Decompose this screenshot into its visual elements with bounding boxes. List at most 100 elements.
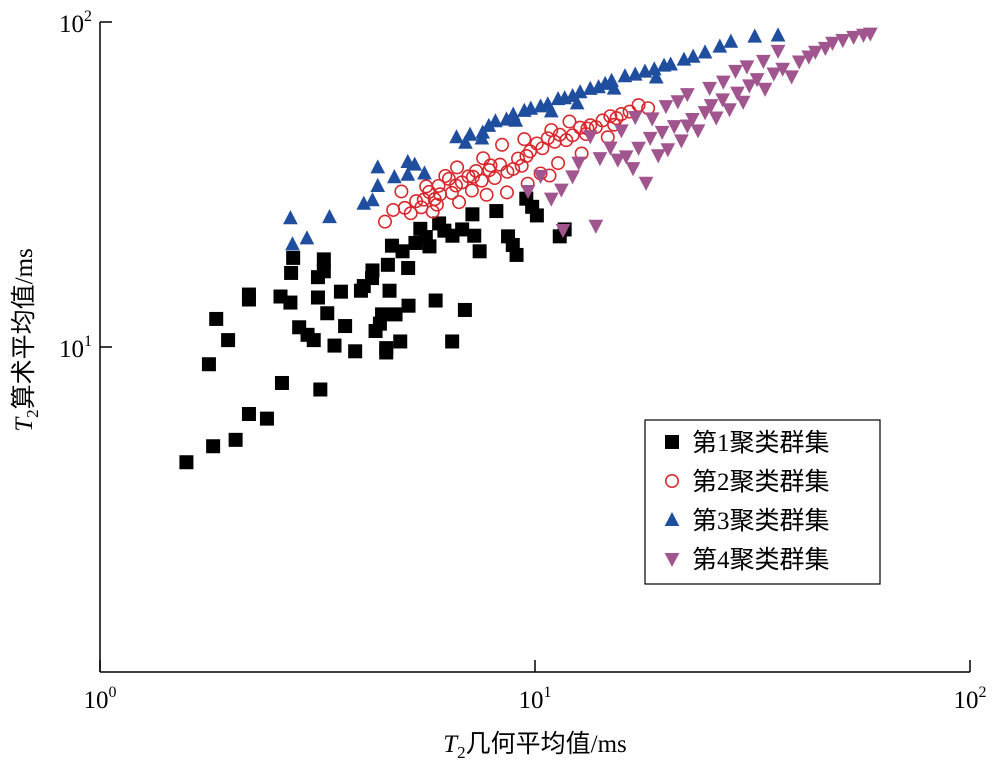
data-point bbox=[403, 206, 418, 221]
data-point bbox=[658, 100, 674, 115]
data-point bbox=[348, 344, 363, 359]
legend-label: 第1聚类群集 bbox=[692, 429, 830, 457]
legend-marker bbox=[664, 511, 680, 527]
data-point bbox=[387, 169, 402, 184]
data-point bbox=[375, 307, 390, 322]
data-point bbox=[685, 48, 701, 63]
data-point bbox=[791, 55, 807, 70]
data-point bbox=[313, 382, 328, 397]
data-point bbox=[543, 192, 559, 207]
data-point bbox=[356, 195, 372, 210]
data-point bbox=[488, 113, 503, 128]
data-point bbox=[509, 247, 524, 262]
data-point bbox=[299, 230, 315, 245]
data-point bbox=[259, 411, 274, 426]
data-point bbox=[401, 298, 416, 313]
data-point bbox=[370, 177, 386, 192]
data-point bbox=[365, 263, 380, 278]
data-point bbox=[674, 134, 689, 149]
data-point bbox=[555, 224, 571, 239]
data-point bbox=[333, 284, 348, 299]
data-point bbox=[703, 99, 719, 114]
legend-label: 第3聚类群集 bbox=[692, 507, 830, 535]
data-point bbox=[648, 69, 664, 84]
data-point bbox=[807, 45, 823, 60]
data-point bbox=[747, 28, 763, 43]
data-point bbox=[862, 27, 878, 42]
data-point bbox=[201, 357, 216, 372]
data-point bbox=[715, 93, 730, 108]
data-point bbox=[457, 302, 472, 317]
data-point bbox=[241, 407, 256, 422]
data-point bbox=[316, 252, 331, 267]
data-point bbox=[284, 265, 299, 280]
legend-item: 第4聚类群集 bbox=[664, 546, 830, 574]
data-point bbox=[757, 82, 773, 97]
data-point bbox=[654, 125, 670, 140]
data-point bbox=[723, 33, 739, 48]
data-point bbox=[766, 67, 782, 82]
data-point bbox=[533, 169, 548, 184]
data-point bbox=[499, 185, 514, 200]
data-markers bbox=[179, 27, 878, 470]
data-point bbox=[625, 162, 641, 177]
data-point bbox=[610, 153, 626, 168]
data-point bbox=[519, 148, 534, 163]
data-point bbox=[592, 152, 608, 167]
data-point bbox=[310, 290, 325, 305]
data-point bbox=[365, 192, 380, 207]
data-point bbox=[690, 124, 706, 139]
data-point bbox=[603, 109, 618, 124]
legend-marker bbox=[664, 552, 680, 568]
data-point bbox=[274, 375, 289, 390]
data-point bbox=[565, 128, 580, 143]
y-tick-label: 101 bbox=[59, 333, 92, 363]
data-point bbox=[285, 236, 300, 251]
data-point bbox=[495, 137, 510, 152]
data-point bbox=[817, 41, 833, 57]
data-point bbox=[708, 111, 724, 126]
data-point bbox=[228, 432, 243, 447]
data-point bbox=[322, 209, 337, 224]
data-point bbox=[286, 250, 301, 265]
data-point bbox=[395, 244, 410, 259]
data-point bbox=[642, 131, 658, 146]
data-point bbox=[660, 143, 676, 158]
data-point bbox=[465, 169, 480, 184]
data-point bbox=[582, 130, 598, 145]
legend-item: 第2聚类群集 bbox=[664, 468, 830, 496]
data-point bbox=[697, 106, 713, 121]
x-tick-label: 100 bbox=[84, 684, 117, 714]
data-point bbox=[543, 103, 559, 118]
legend-label: 第2聚类群集 bbox=[692, 468, 830, 496]
data-point bbox=[380, 257, 395, 272]
data-point bbox=[452, 195, 467, 210]
data-point bbox=[565, 170, 580, 185]
data-point bbox=[382, 283, 397, 298]
data-point bbox=[467, 228, 482, 243]
data-point bbox=[517, 132, 532, 147]
data-point bbox=[722, 103, 737, 118]
data-point bbox=[413, 221, 428, 236]
data-point bbox=[206, 439, 221, 454]
data-point bbox=[638, 176, 654, 191]
data-point bbox=[702, 81, 717, 96]
data-point bbox=[179, 455, 194, 470]
data-point bbox=[306, 333, 321, 348]
data-point bbox=[438, 168, 453, 183]
series-4 bbox=[520, 27, 878, 239]
data-point bbox=[407, 156, 423, 171]
data-point bbox=[458, 134, 473, 149]
y-axis-label: T2算术平均值/ms bbox=[10, 248, 42, 432]
data-point bbox=[742, 79, 757, 94]
data-point bbox=[614, 124, 629, 139]
data-point bbox=[606, 80, 622, 95]
data-point bbox=[384, 238, 399, 253]
data-point bbox=[529, 208, 544, 223]
data-point bbox=[432, 216, 447, 231]
x-tick-label: 101 bbox=[519, 684, 552, 714]
data-point bbox=[735, 95, 751, 110]
